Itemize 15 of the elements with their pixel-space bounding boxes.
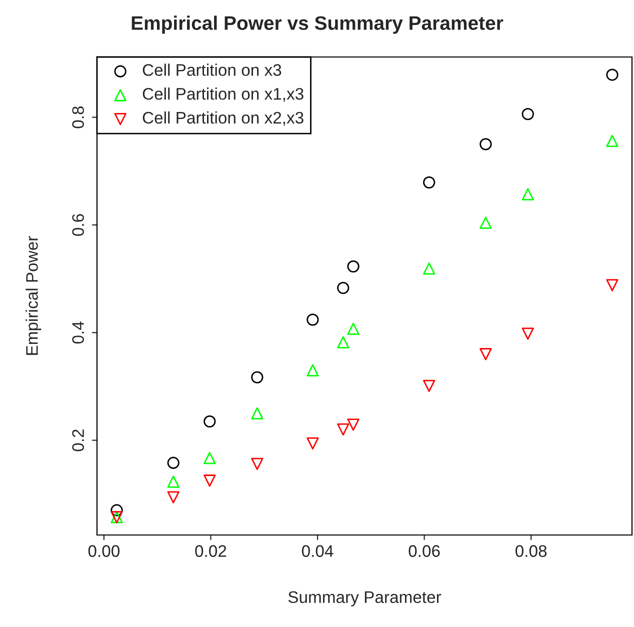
x-tick-label: 0.04 [302,545,334,557]
chart-title: Empirical Power vs Summary Parameter [132,16,504,34]
y-tick-label: 0.2 [72,430,84,452]
y-tick-label: 0.6 [72,214,84,236]
x-tick-label: 0.06 [408,545,440,557]
y-axis-title: Empirical Power [26,236,42,355]
legend-label: Cell Partition on x1,x3 [142,88,304,102]
x-tick-label: 0.00 [88,545,120,557]
x-axis-title: Summary Parameter [288,591,442,606]
y-tick-label: 0.8 [72,106,84,128]
x-tick-label: 0.08 [516,545,547,557]
legend-label: Cell Partition on x2,x3 [142,111,304,126]
y-tick-label: 0.4 [72,322,84,344]
legend-label: Cell Partition on x3 [142,64,282,76]
x-tick-label: 0.02 [195,545,226,557]
